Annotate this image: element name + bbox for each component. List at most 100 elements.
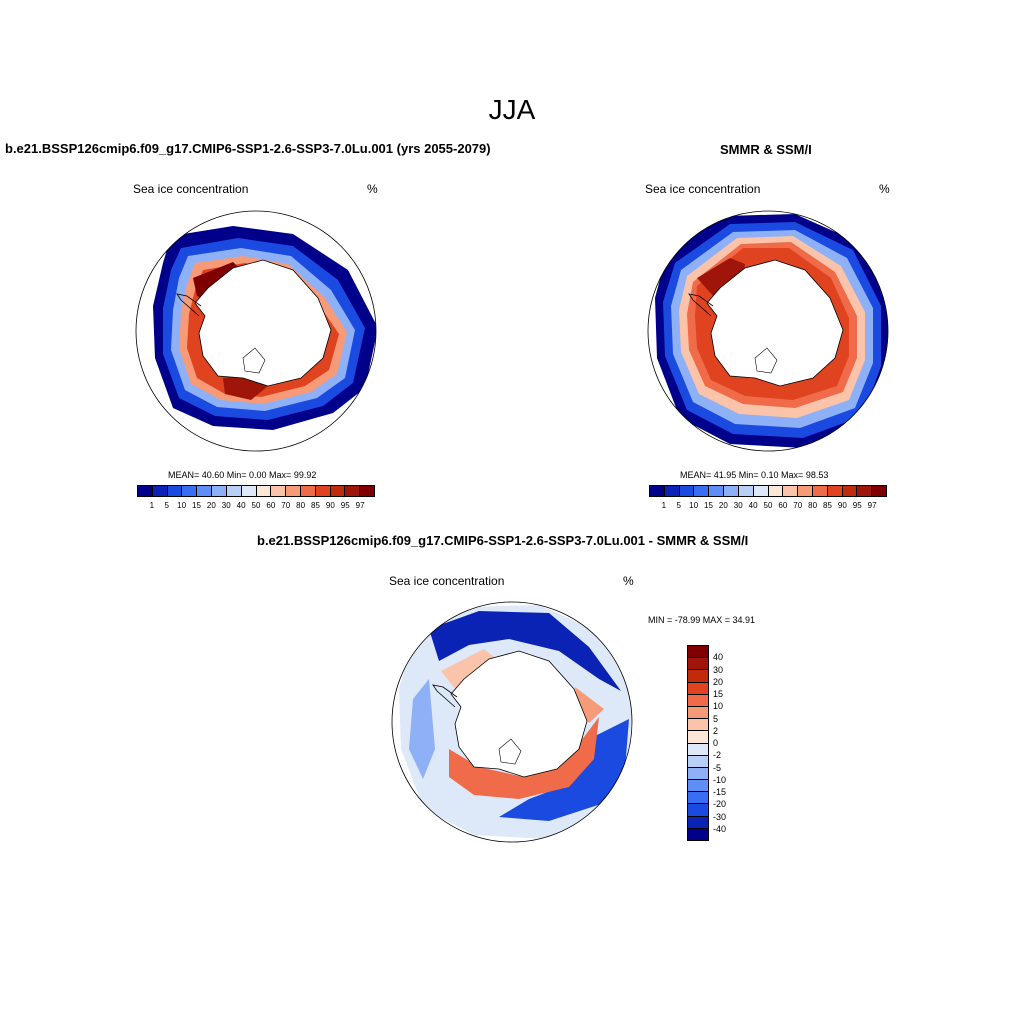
colorbar-tick-label: -5: [713, 762, 722, 773]
model-panel-title: b.e21.BSSP126cmip6.f09_g17.CMIP6-SSP1-2.…: [5, 141, 491, 156]
colorbar-swatch: [241, 486, 257, 496]
colorbar-swatch: [345, 486, 361, 496]
colorbar-tick-label: 85: [311, 501, 320, 510]
colorbar-tick-label: -2: [713, 750, 722, 761]
colorbar-swatch: [679, 486, 695, 496]
colorbar-tick-label: 2: [713, 725, 719, 736]
colorbar-tick-label: 97: [867, 501, 877, 510]
colorbar-swatch: [694, 486, 710, 496]
colorbar-tick-label: 90: [325, 501, 335, 510]
colorbar-tick-label: 60: [778, 501, 788, 510]
colorbar-swatch: [688, 694, 708, 707]
colorbar-tick-label: -10: [713, 774, 727, 785]
figure-title: JJA: [488, 94, 536, 125]
obs-variable-label: Sea ice concentration: [645, 182, 761, 196]
colorbar-tick-label: 97: [355, 501, 365, 510]
diff-variable-label: Sea ice concentration: [389, 574, 505, 588]
colorbar-tick-label: 15: [192, 501, 201, 510]
colorbar-swatch: [152, 486, 168, 496]
colorbar-swatch: [872, 486, 886, 496]
diff-colorbar-labels: 40 30 20 15 10 5 2 0 -2 -5 -10 -15 -20 -30 -40: [713, 645, 753, 841]
colorbar-swatch: [315, 486, 331, 496]
colorbar-swatch: [738, 486, 754, 496]
colorbar-swatch: [300, 486, 316, 496]
colorbar-swatch: [688, 767, 708, 781]
colorbar-tick-label: -15: [713, 787, 727, 797]
colorbar-tick-label: 5: [164, 501, 169, 510]
colorbar-swatch: [709, 486, 725, 496]
colorbar-tick-label: 20: [718, 501, 728, 510]
colorbar-swatch: [182, 486, 198, 496]
colorbar-swatch: [688, 682, 708, 695]
colorbar-swatch: [688, 755, 708, 768]
colorbar-swatch: [286, 486, 301, 496]
diff-sea-ice-map: [391, 601, 633, 843]
model-variable-label: Sea ice concentration: [133, 182, 249, 196]
obs-colorbar-swatches: [649, 485, 887, 497]
colorbar-swatch: [330, 486, 346, 496]
colorbar-tick-label: 60: [266, 501, 276, 510]
colorbar-tick-label: 50: [763, 501, 773, 510]
colorbar-swatch: [167, 486, 183, 496]
colorbar-tick-label: 95: [340, 501, 350, 510]
colorbar-tick-label: 15: [704, 501, 713, 510]
colorbar-tick-label: 40: [236, 501, 246, 510]
colorbar-swatch: [783, 486, 799, 496]
colorbar-tick-label: 50: [251, 501, 261, 510]
colorbar-swatch: [212, 486, 227, 496]
colorbar-swatch: [688, 706, 708, 720]
colorbar-swatch: [688, 780, 708, 793]
diff-colorbar: [687, 645, 709, 841]
model-sea-ice-map: [135, 210, 377, 452]
colorbar-swatch: [798, 486, 813, 496]
colorbar-swatch: [271, 486, 287, 496]
model-colorbar-swatches: [137, 485, 375, 497]
colorbar-swatch: [360, 486, 374, 496]
colorbar-tick-label: 5: [676, 501, 681, 510]
diff-panel-title: b.e21.BSSP126cmip6.f09_g17.CMIP6-SSP1-2.…: [257, 533, 749, 548]
obs-units-label: %: [879, 182, 890, 196]
diff-colorbar-swatches: [687, 645, 709, 841]
obs-sea-ice-map: [647, 210, 889, 452]
colorbar-swatch: [688, 670, 708, 683]
colorbar-swatch: [688, 816, 708, 829]
obs-stats: MEAN= 41.95 Min= 0.10 Max= 98.53: [680, 470, 829, 480]
model-units-label: %: [367, 182, 378, 196]
colorbar-swatch: [842, 486, 858, 496]
colorbar-tick-label: 70: [793, 501, 803, 510]
colorbar-swatch: [688, 646, 708, 659]
colorbar-swatch: [827, 486, 843, 496]
colorbar-tick-label: 0: [713, 738, 719, 748]
colorbar-swatch: [688, 743, 708, 756]
colorbar-tick-label: 85: [823, 501, 832, 510]
colorbar-tick-label: 90: [837, 501, 847, 510]
colorbar-tick-label: 95: [852, 501, 862, 510]
colorbar-tick-label: 10: [177, 501, 187, 510]
colorbar-tick-label: 15: [713, 689, 724, 699]
colorbar-swatch: [256, 486, 272, 496]
colorbar-swatch: [138, 486, 153, 496]
obs-panel-title: SMMR & SSM/I: [720, 142, 812, 157]
colorbar-tick-label: 20: [713, 676, 724, 687]
colorbar-tick-label: 30: [713, 664, 724, 675]
diff-units-label: %: [623, 574, 634, 588]
model-colorbar-labels: 1 5 10 15 20 30 40 50 60 70 80 85 90 95 97: [137, 501, 375, 511]
colorbar-tick-label: 40: [713, 652, 724, 663]
colorbar-swatch: [664, 486, 680, 496]
colorbar-swatch: [857, 486, 873, 496]
obs-colorbar: 1 5 10 15 20 30 40 50 60 70 80 85 90 95 97: [649, 485, 887, 511]
colorbar-swatch: [688, 804, 708, 817]
colorbar-swatch: [688, 792, 708, 805]
colorbar-tick-label: 20: [206, 501, 216, 510]
obs-colorbar-labels: 1 5 10 15 20 30 40 50 60 70 80 85 90 95 97: [649, 501, 887, 511]
colorbar-tick-label: 1: [149, 501, 155, 510]
colorbar-tick-label: 1: [661, 501, 667, 510]
diff-stats: MIN = -78.99 MAX = 34.91: [648, 615, 756, 625]
colorbar-tick-label: 10: [713, 701, 724, 712]
colorbar-swatch: [650, 486, 665, 496]
colorbar-swatch: [197, 486, 213, 496]
colorbar-tick-label: -20: [713, 799, 727, 810]
colorbar-swatch: [226, 486, 242, 496]
colorbar-swatch: [688, 719, 708, 732]
colorbar-tick-label: -30: [713, 811, 727, 822]
